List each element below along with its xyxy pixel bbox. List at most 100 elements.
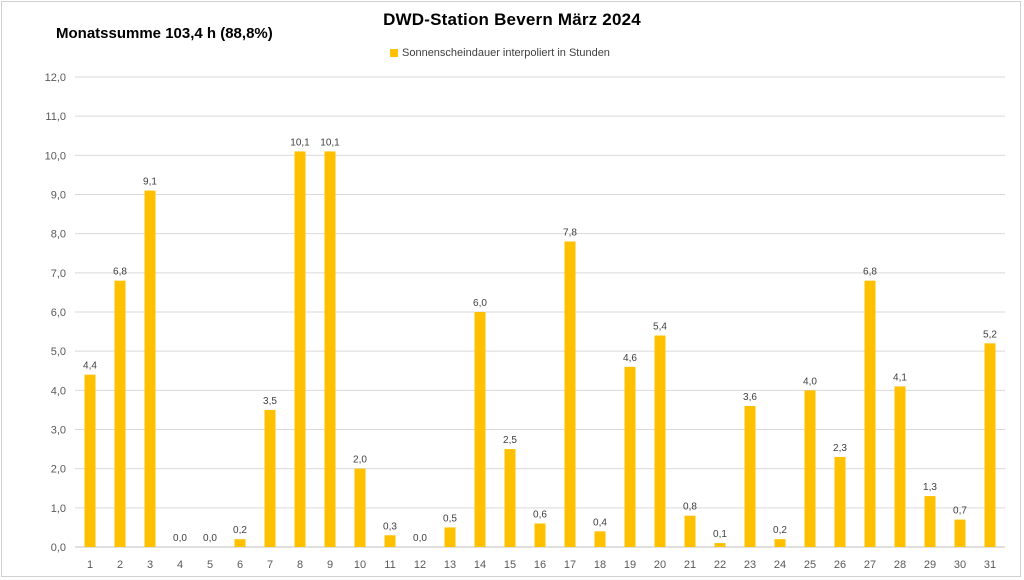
bar <box>114 280 126 547</box>
x-tick-label: 23 <box>744 559 756 571</box>
x-tick-label: 5 <box>207 559 213 571</box>
bar <box>234 539 246 547</box>
x-tick-label: 20 <box>654 559 666 571</box>
data-label: 2,0 <box>353 455 367 466</box>
data-label: 0,1 <box>713 529 727 540</box>
data-label: 5,4 <box>653 322 667 333</box>
y-tick-label: 12,0 <box>45 72 66 84</box>
bar <box>384 535 396 547</box>
chart-title: DWD-Station Bevern März 2024 <box>383 10 641 29</box>
data-label: 7,8 <box>563 228 577 239</box>
x-tick-label: 31 <box>984 559 996 571</box>
bar <box>564 241 576 547</box>
x-tick-label: 18 <box>594 559 606 571</box>
x-tick-label: 28 <box>894 559 906 571</box>
data-label: 9,1 <box>143 177 157 188</box>
data-label: 4,4 <box>83 361 97 372</box>
y-tick-label: 7,0 <box>51 268 66 280</box>
y-tick-label: 5,0 <box>51 346 66 358</box>
y-tick-label: 2,0 <box>51 464 66 476</box>
x-tick-label: 14 <box>474 559 486 571</box>
data-label: 0,5 <box>443 513 457 524</box>
data-label: 4,0 <box>803 376 817 387</box>
data-label: 3,6 <box>743 392 757 403</box>
x-tick-label: 3 <box>147 559 153 571</box>
bar <box>894 386 906 547</box>
data-label: 0,0 <box>413 533 427 544</box>
x-tick-label: 9 <box>327 559 333 571</box>
data-label: 0,0 <box>173 533 187 544</box>
x-tick-label: 26 <box>834 559 846 571</box>
y-tick-label: 9,0 <box>51 190 66 202</box>
data-label: 0,3 <box>383 521 397 532</box>
x-tick-label: 8 <box>297 559 303 571</box>
bar <box>954 519 966 547</box>
bar <box>714 543 726 547</box>
x-tick-label: 30 <box>954 559 966 571</box>
bar <box>594 531 606 547</box>
bar <box>624 366 636 547</box>
data-label: 0,2 <box>233 525 247 536</box>
y-tick-label: 0,0 <box>51 542 66 554</box>
bar <box>804 390 816 547</box>
data-label: 6,0 <box>473 298 487 309</box>
x-tick-label: 25 <box>804 559 816 571</box>
bar <box>264 409 276 547</box>
x-tick-label: 4 <box>177 559 183 571</box>
bar <box>864 280 876 547</box>
data-label: 0,6 <box>533 510 547 521</box>
data-label: 0,4 <box>593 517 607 528</box>
bar <box>984 343 996 547</box>
x-tick-label: 24 <box>774 559 786 571</box>
data-label: 3,5 <box>263 396 277 407</box>
data-label: 4,6 <box>623 353 637 364</box>
bar <box>504 449 516 547</box>
data-label: 2,3 <box>833 443 847 454</box>
data-label: 0,2 <box>773 525 787 536</box>
bar <box>534 523 546 547</box>
x-tick-label: 15 <box>504 559 516 571</box>
data-label: 0,8 <box>683 502 697 513</box>
y-tick-label: 8,0 <box>51 229 66 241</box>
y-tick-label: 1,0 <box>51 503 66 515</box>
monthly-total-annotation: Monatssumme 103,4 h (88,8%) <box>56 25 273 42</box>
x-tick-label: 21 <box>684 559 696 571</box>
y-tick-label: 3,0 <box>51 425 66 437</box>
data-label: 6,8 <box>863 267 877 278</box>
bar <box>924 496 936 547</box>
bar <box>354 468 366 547</box>
data-label: 10,1 <box>320 137 340 148</box>
x-tick-label: 6 <box>237 559 243 571</box>
x-tick-label: 17 <box>564 559 576 571</box>
x-tick-label: 13 <box>444 559 456 571</box>
x-tick-label: 22 <box>714 559 726 571</box>
bar <box>684 515 696 547</box>
data-label: 0,7 <box>953 506 967 517</box>
legend-swatch <box>390 49 398 57</box>
bar <box>654 335 666 547</box>
bar <box>474 312 486 547</box>
bar <box>444 527 456 547</box>
data-label: 2,5 <box>503 435 517 446</box>
bar <box>834 456 846 547</box>
bar <box>84 374 96 547</box>
x-tick-label: 16 <box>534 559 546 571</box>
y-tick-label: 10,0 <box>45 150 66 162</box>
data-label: 0,0 <box>203 533 217 544</box>
x-tick-label: 12 <box>414 559 426 571</box>
x-tick-label: 11 <box>384 559 395 571</box>
bar <box>144 190 156 548</box>
data-label: 6,8 <box>113 267 127 278</box>
bar <box>324 151 336 547</box>
data-label: 1,3 <box>923 482 937 493</box>
x-tick-label: 2 <box>117 559 123 571</box>
y-tick-label: 11,0 <box>45 111 66 123</box>
x-tick-label: 10 <box>354 559 366 571</box>
bar <box>294 151 306 547</box>
y-tick-label: 4,0 <box>51 385 66 397</box>
y-tick-label: 6,0 <box>51 307 66 319</box>
x-tick-label: 19 <box>624 559 636 571</box>
x-tick-label: 7 <box>267 559 273 571</box>
x-tick-label: 27 <box>864 559 876 571</box>
